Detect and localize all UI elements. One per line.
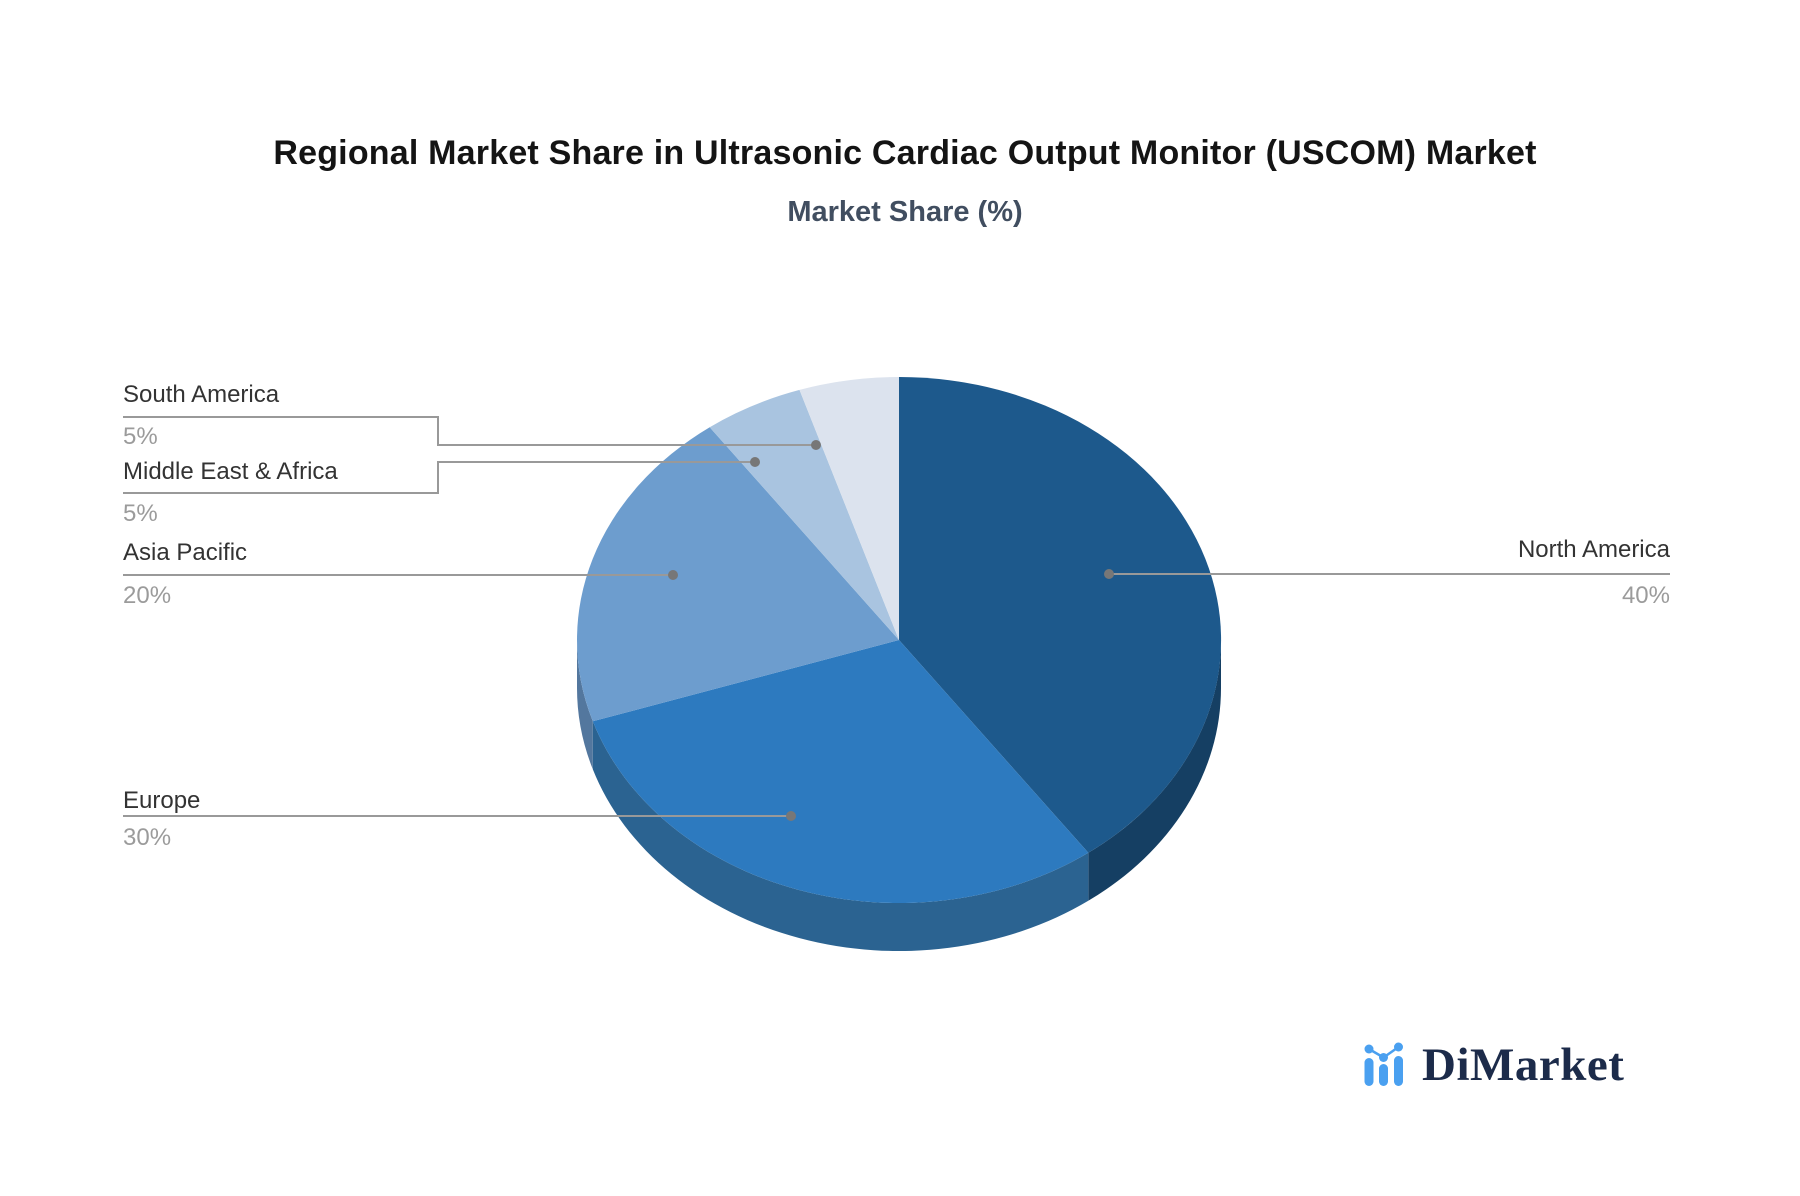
pie-slice-asia-pacific bbox=[577, 427, 899, 722]
brand-name: DiMarket bbox=[1422, 1039, 1625, 1091]
bar-chart-with-trend-icon bbox=[1364, 1042, 1403, 1086]
label-south-america-name: South America bbox=[123, 381, 280, 408]
pie-wall-north-america bbox=[1088, 640, 1221, 901]
label-asia-pacific-name: Asia Pacific bbox=[123, 539, 248, 566]
logo-bar-3 bbox=[1394, 1056, 1403, 1086]
label-middle-east-africa-name: Middle East & Africa bbox=[123, 458, 338, 485]
logo-bar-2 bbox=[1379, 1064, 1388, 1086]
pie-slice-south-america bbox=[799, 377, 899, 640]
value-europe-pct: 30% bbox=[123, 824, 172, 851]
leader-dot bbox=[668, 570, 678, 580]
leader-dot bbox=[1104, 569, 1114, 579]
chart-subtitle: Market Share (%) bbox=[787, 196, 1023, 228]
label-north-america-name: North America bbox=[1517, 536, 1670, 563]
pie-wall-europe bbox=[592, 721, 1089, 952]
logo-dot-2 bbox=[1379, 1053, 1388, 1062]
leader-dots bbox=[668, 440, 1114, 821]
leader-line-middle-east-africa bbox=[123, 461, 755, 494]
label-south-america: South America bbox=[123, 381, 279, 409]
leader-lines bbox=[123, 416, 1670, 817]
value-asia-pacific: 20% bbox=[123, 582, 171, 610]
value-south-america-pct: 5% bbox=[123, 423, 158, 450]
leader-line-south-america bbox=[123, 416, 816, 446]
logo-dot-3 bbox=[1394, 1042, 1403, 1052]
brand-logo: DiMarket bbox=[1364, 1040, 1624, 1092]
value-south-america: 5% bbox=[123, 423, 158, 451]
label-middle-east-africa: Middle East & Africa bbox=[123, 458, 338, 486]
pie-slice-europe bbox=[592, 640, 1089, 904]
chart-title: Regional Market Share in Ultrasonic Card… bbox=[273, 134, 1537, 172]
logo-dot-1 bbox=[1364, 1044, 1374, 1054]
leader-dot bbox=[786, 811, 796, 821]
logo-bar-1 bbox=[1364, 1058, 1374, 1086]
pie-slice-middle-east-africa bbox=[709, 389, 899, 640]
leader-dot bbox=[750, 457, 760, 467]
label-europe-name: Europe bbox=[123, 787, 201, 814]
value-middle-east-africa: 5% bbox=[123, 500, 158, 528]
value-north-america: 40% bbox=[1270, 582, 1670, 610]
label-north-america: North America bbox=[1270, 536, 1670, 564]
value-middle-east-africa-pct: 5% bbox=[123, 500, 158, 527]
pie-wall-asia-pacific bbox=[577, 640, 593, 770]
value-europe: 30% bbox=[123, 824, 171, 852]
label-europe: Europe bbox=[123, 787, 200, 815]
label-asia-pacific: Asia Pacific bbox=[123, 539, 247, 567]
pie-slice-north-america bbox=[899, 377, 1222, 853]
leader-dot bbox=[811, 440, 821, 450]
value-asia-pacific-pct: 20% bbox=[123, 582, 172, 609]
value-north-america-pct: 40% bbox=[1621, 582, 1670, 609]
